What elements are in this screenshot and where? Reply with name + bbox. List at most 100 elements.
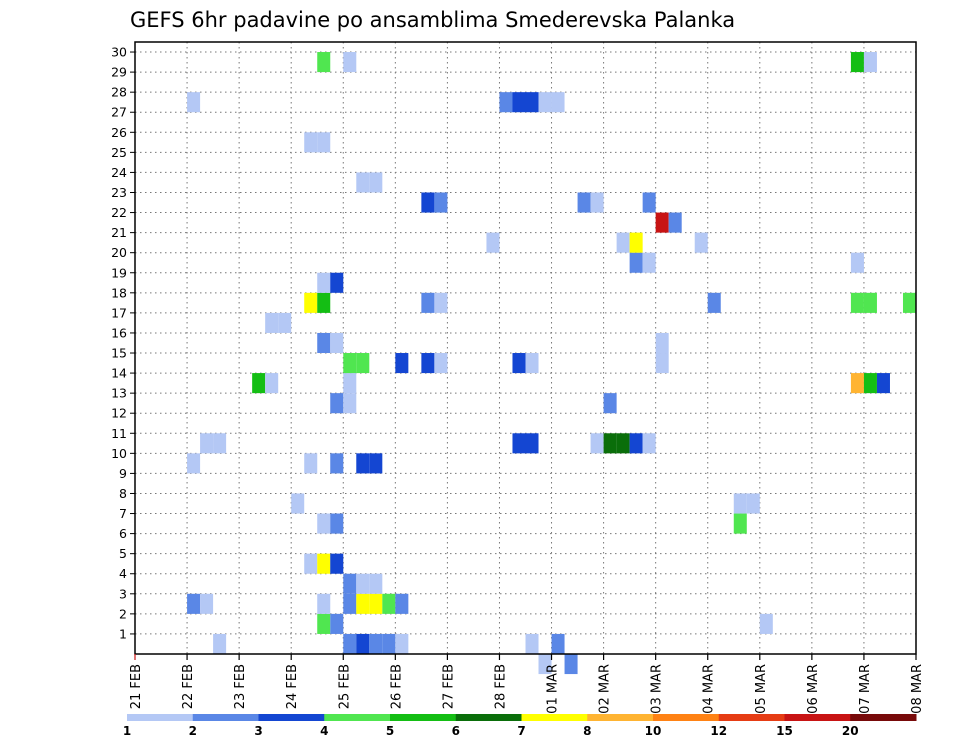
y-tick-label: 19	[111, 265, 127, 280]
precip-cell	[525, 433, 539, 454]
y-tick-label: 21	[111, 225, 127, 240]
legend-label: 10	[645, 724, 662, 738]
legend-swatch	[587, 714, 654, 721]
precip-cell	[330, 513, 344, 534]
precip-cell	[343, 593, 357, 614]
legend-label: 15	[776, 724, 793, 738]
x-tick-label: 27 FEB	[441, 664, 456, 709]
legend-label: 20	[842, 724, 859, 738]
y-tick-label: 26	[111, 125, 127, 140]
legend-swatch	[850, 714, 917, 721]
precip-cell	[759, 613, 773, 634]
precip-cell	[200, 433, 214, 454]
precip-cell	[304, 553, 318, 574]
y-tick-label: 6	[119, 526, 127, 541]
y-tick-label: 22	[111, 205, 127, 220]
precip-cell	[551, 92, 565, 113]
precip-cell	[343, 373, 357, 394]
precip-cell	[746, 493, 760, 514]
y-tick-label: 8	[119, 486, 127, 501]
y-tick-label: 16	[111, 325, 127, 340]
precip-cell	[291, 493, 305, 514]
precip-cell	[343, 393, 357, 414]
precip-cell	[265, 312, 279, 333]
precip-cell	[213, 633, 227, 654]
y-tick-label: 13	[111, 386, 127, 401]
y-axis: 1234567891011121314151617181920212223242…	[111, 45, 135, 641]
x-tick-label: 06 MAR	[806, 664, 821, 714]
precip-cell	[187, 92, 201, 113]
precip-cell	[278, 312, 292, 333]
precip-cell	[590, 192, 604, 213]
precip-cell	[369, 453, 383, 474]
y-tick-label: 15	[111, 346, 127, 361]
precip-cell	[421, 353, 435, 374]
precip-cell	[590, 433, 604, 454]
precip-cell	[356, 593, 370, 614]
precip-cell	[434, 353, 448, 374]
precip-cell	[187, 453, 201, 474]
legend-swatch	[455, 714, 522, 721]
precip-cell	[395, 353, 409, 374]
y-tick-label: 12	[111, 406, 127, 421]
y-tick-label: 4	[119, 566, 127, 581]
legend-swatch	[192, 714, 259, 721]
precip-cell	[395, 593, 409, 614]
precip-cell	[330, 553, 344, 574]
precip-cell	[538, 654, 552, 675]
precip-cell	[850, 52, 864, 73]
precip-cell	[499, 92, 513, 113]
precip-cell	[213, 433, 227, 454]
x-tick-label: 07 MAR	[858, 664, 873, 714]
y-tick-label: 24	[111, 165, 127, 180]
precip-cell	[356, 573, 370, 594]
precip-cell	[434, 192, 448, 213]
y-tick-label: 17	[111, 305, 127, 320]
chart-title: GEFS 6hr padavine po ansamblima Smederev…	[130, 8, 735, 32]
y-tick-label: 27	[111, 105, 127, 120]
precip-cell	[304, 292, 318, 313]
precip-cell	[551, 633, 565, 654]
y-tick-label: 5	[119, 546, 127, 561]
precip-cell	[655, 212, 669, 233]
y-tick-label: 29	[111, 65, 127, 80]
legend-swatch	[258, 714, 325, 721]
precip-cell	[356, 172, 370, 193]
x-tick-label: 22 FEB	[181, 664, 196, 709]
precip-cell	[369, 172, 383, 193]
precip-cell	[356, 353, 370, 374]
precip-cell	[395, 633, 409, 654]
legend-swatch	[784, 714, 851, 721]
y-tick-label: 20	[111, 245, 127, 260]
y-tick-label: 14	[111, 366, 127, 381]
precip-cell	[356, 633, 370, 654]
precip-cell	[265, 373, 279, 394]
precip-cell	[694, 232, 708, 253]
precip-cell	[616, 433, 630, 454]
legend: 1 2 3 4 5 6 7 8 10 12 15 20	[123, 714, 917, 738]
precip-cell	[850, 373, 864, 394]
x-tick-label: 25 FEB	[337, 664, 352, 709]
precip-cell	[629, 232, 643, 253]
x-tick-label: 01 MAR	[546, 664, 561, 714]
precip-cell	[434, 292, 448, 313]
legend-label: 12	[710, 724, 727, 738]
precip-cell	[525, 633, 539, 654]
legend-label: 7	[517, 724, 525, 738]
legend-label: 4	[320, 724, 328, 738]
precip-cell	[343, 353, 357, 374]
precip-cell	[850, 252, 864, 273]
precip-cell	[642, 252, 656, 273]
precip-cell	[343, 573, 357, 594]
precip-cell	[252, 373, 266, 394]
precip-cell	[421, 192, 435, 213]
y-tick-label: 25	[111, 145, 127, 160]
precip-cell	[317, 52, 331, 73]
precip-cell	[317, 272, 331, 293]
precip-cell	[369, 633, 383, 654]
x-tick-label: 03 MAR	[650, 664, 665, 714]
y-tick-label: 2	[119, 606, 127, 621]
grid	[135, 42, 916, 654]
precip-cell	[317, 513, 331, 534]
